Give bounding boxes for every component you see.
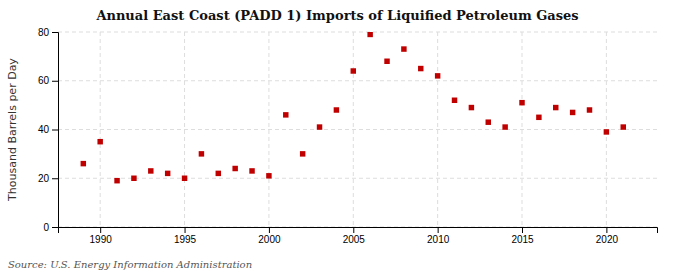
y-tick-label: 60 xyxy=(38,75,50,86)
x-tick-mark xyxy=(438,227,439,233)
x-tick: 2010 xyxy=(427,227,450,245)
x-tick: 2020 xyxy=(596,227,619,245)
x-tick-label: 1995 xyxy=(174,234,197,245)
point xyxy=(502,124,507,129)
point xyxy=(148,168,153,173)
x-grid-line xyxy=(353,32,354,227)
point xyxy=(165,171,170,176)
x-tick-mark xyxy=(185,227,186,233)
point xyxy=(536,115,541,120)
point xyxy=(486,119,491,124)
x-tick-mark xyxy=(100,227,101,233)
x-grid-line xyxy=(522,32,523,227)
y-tick: 60 xyxy=(38,75,58,86)
point xyxy=(81,161,86,166)
y-tick: 40 xyxy=(38,124,58,135)
plot: 1990 1995 2000 2005 2010 2015 2020 0 20 40 60 80 xyxy=(38,27,658,245)
y-tick: 80 xyxy=(38,27,58,38)
y-grid-line xyxy=(58,129,657,130)
point xyxy=(435,73,440,78)
point xyxy=(604,129,609,134)
point xyxy=(97,139,102,144)
x-grid-line xyxy=(100,32,101,227)
point xyxy=(334,107,339,112)
x-tick-mark xyxy=(606,227,607,233)
x-tick: 1990 xyxy=(90,227,113,245)
point xyxy=(317,124,322,129)
y-grid-line xyxy=(58,178,657,179)
y-tick: 0 xyxy=(43,222,58,233)
y-tick-label: 20 xyxy=(38,173,50,184)
point xyxy=(621,124,626,129)
x-grid-line xyxy=(184,32,185,227)
y-axis-title: Thousand Barrels per Day xyxy=(6,58,19,202)
y-axis: 0 20 40 60 80 xyxy=(38,27,59,233)
point xyxy=(469,105,474,110)
x-tick: 2000 xyxy=(258,227,281,245)
x-tick-label: 1990 xyxy=(90,234,113,245)
x-tick: 2015 xyxy=(511,227,534,245)
y-tick-mark xyxy=(52,178,58,179)
grid xyxy=(58,32,657,227)
chart: 1990 1995 2000 2005 2010 2015 2020 0 20 40 60 80 Ann… xyxy=(0,0,675,275)
point xyxy=(553,105,558,110)
x-tick-label: 2000 xyxy=(258,234,281,245)
point xyxy=(266,173,271,178)
y-tick-label: 0 xyxy=(43,222,49,233)
point xyxy=(587,107,592,112)
point xyxy=(418,66,423,71)
point xyxy=(182,176,187,181)
point xyxy=(300,151,305,156)
point xyxy=(199,151,204,156)
x-tick-mark xyxy=(522,227,523,233)
point xyxy=(384,59,389,64)
x-tick-label: 2020 xyxy=(596,234,619,245)
point xyxy=(114,178,119,183)
x-grid-line xyxy=(268,32,269,227)
title: Annual East Coast (PADD 1) Imports of Li… xyxy=(95,8,578,23)
source: Source: U.S. Energy Information Administ… xyxy=(8,259,252,270)
point xyxy=(367,32,372,37)
y-tick-mark xyxy=(52,227,58,228)
points xyxy=(81,32,626,183)
point xyxy=(283,112,288,117)
point xyxy=(351,68,356,73)
x-tick: 1995 xyxy=(174,227,197,245)
x-axis-line xyxy=(59,228,658,234)
x-tick: 2005 xyxy=(343,227,366,245)
point xyxy=(232,166,237,171)
x-tick-label: 2010 xyxy=(427,234,450,245)
y-grid-line xyxy=(58,32,657,33)
x-grid-line xyxy=(437,32,438,227)
x-tick-mark xyxy=(269,227,270,233)
y-tick-mark xyxy=(52,32,58,33)
x-axis: 1990 1995 2000 2005 2010 2015 2020 xyxy=(59,227,658,245)
point xyxy=(452,98,457,103)
x-tick-label: 2005 xyxy=(343,234,366,245)
y-grid-line xyxy=(58,80,657,81)
point xyxy=(216,171,221,176)
y-tick-mark xyxy=(52,81,58,82)
point xyxy=(570,110,575,115)
y-axis-line xyxy=(52,33,59,228)
x-tick-label: 2015 xyxy=(511,234,534,245)
y-tick-label: 40 xyxy=(38,124,50,135)
point xyxy=(401,46,406,51)
x-tick-mark xyxy=(353,227,354,233)
y-tick-label: 80 xyxy=(38,27,50,38)
point xyxy=(131,176,136,181)
point xyxy=(519,100,524,105)
y-tick-mark xyxy=(52,130,58,131)
point xyxy=(249,168,254,173)
y-tick: 20 xyxy=(38,173,58,184)
